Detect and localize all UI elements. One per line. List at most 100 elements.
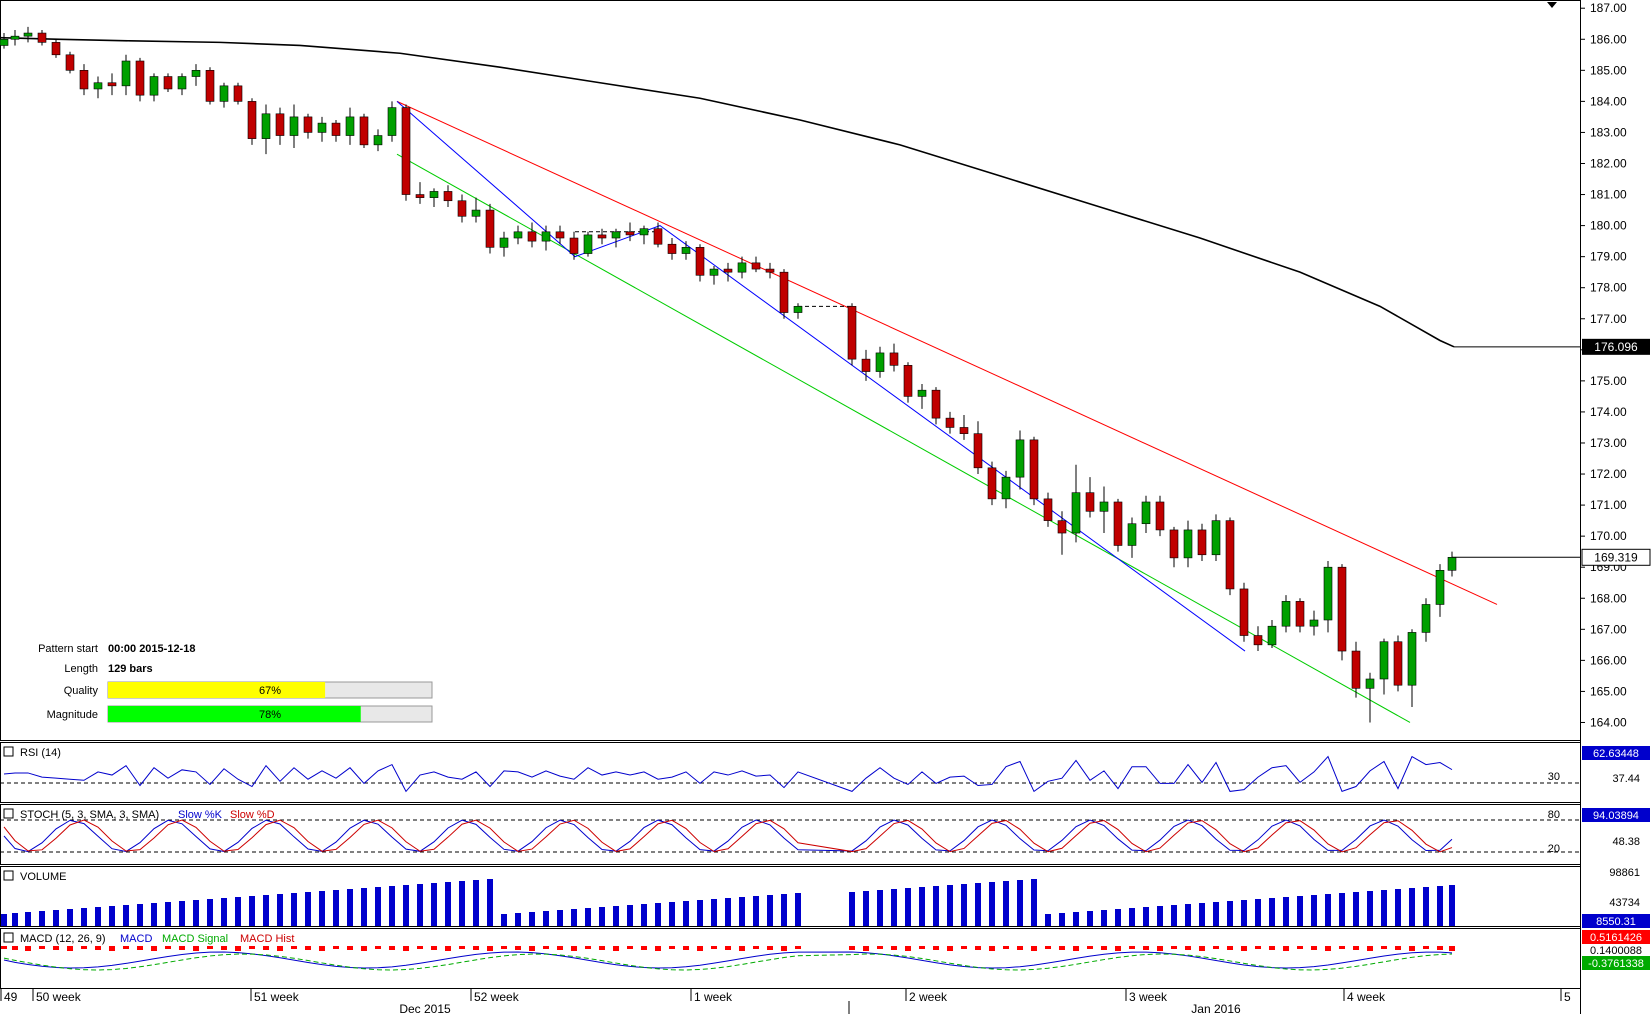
- scroll-down-icon[interactable]: [1547, 2, 1557, 8]
- macd-hist-bar: [1449, 946, 1455, 951]
- candle-down: [527, 231, 537, 242]
- channel-upper-line: [396, 100, 1498, 605]
- candle-up: [1365, 678, 1375, 689]
- volume-bar: [627, 905, 633, 926]
- volume-bar: [571, 909, 577, 926]
- volume-bar: [249, 896, 255, 926]
- volume-bar: [795, 893, 801, 926]
- volume-bar: [291, 893, 297, 926]
- macd-close-icon[interactable]: [3, 932, 14, 943]
- candle-up: [177, 76, 187, 90]
- candle-down: [1169, 529, 1179, 559]
- candle-down: [1085, 492, 1095, 512]
- volume-bar: [585, 908, 591, 926]
- volume-bar: [697, 900, 703, 926]
- stoch-d-line: [3, 819, 1453, 853]
- volume-bar: [67, 909, 73, 926]
- macd-hist-bar: [1073, 946, 1079, 951]
- volume-bar: [179, 901, 185, 926]
- macd-hist-bar: [1409, 946, 1415, 951]
- rsi-level-label: 30: [1548, 771, 1560, 783]
- macd-hist-bar: [305, 946, 311, 950]
- stoch-close-icon[interactable]: [3, 808, 14, 819]
- macd-hist-bar: [445, 946, 451, 951]
- price-tick-label: 184.00: [1590, 94, 1627, 108]
- rsi-line: [3, 755, 1453, 793]
- volume-bar: [165, 902, 171, 926]
- candle-down: [667, 243, 677, 254]
- macd-hist-bar: [669, 946, 675, 949]
- macd-hist-bar: [1185, 946, 1191, 950]
- candle-down: [233, 85, 243, 102]
- macd-hist-bar: [641, 946, 647, 950]
- volume-bar: [1297, 896, 1303, 926]
- candle-up: [1323, 566, 1333, 621]
- candle-down: [331, 122, 341, 136]
- macd-hist-bar: [179, 946, 185, 950]
- ma-value: 176.096: [1594, 340, 1638, 354]
- rsi-title: RSI (14): [20, 747, 61, 759]
- macd-hist-bar: [361, 946, 367, 951]
- candle-up: [681, 247, 691, 254]
- stoch-level-20: 20: [1548, 843, 1560, 855]
- volume-bar: [473, 880, 479, 926]
- volume-bar: [389, 886, 395, 926]
- macd-signal-value: 0.1400088: [1590, 945, 1642, 957]
- candle-down: [597, 234, 607, 239]
- volume-bar: [347, 889, 353, 926]
- macd-hist-bar: [947, 946, 953, 951]
- macd-hist-bar: [235, 946, 241, 951]
- volume-bar: [1017, 880, 1023, 926]
- macd-hist-bar: [291, 946, 297, 949]
- macd-hist-bar: [431, 946, 437, 950]
- volume-bar: [1227, 901, 1233, 926]
- macd-hist-bar: [39, 946, 45, 949]
- stoch-mid-label: 48.38: [1612, 836, 1640, 848]
- macd-hist-bar: [767, 946, 773, 950]
- candle-down: [65, 54, 75, 71]
- macd-hist-bar: [277, 946, 283, 951]
- volume-bar: [1, 914, 7, 926]
- rsi-close-icon[interactable]: [3, 746, 14, 757]
- volume-bar: [1269, 898, 1275, 926]
- time-tick-label: 4 week: [1347, 990, 1386, 1004]
- macd-hist-bar: [1171, 946, 1177, 949]
- volume-bar: [1129, 908, 1135, 926]
- volume-bar: [599, 907, 605, 926]
- time-tick-label: 52 week: [474, 990, 520, 1004]
- volume-bar: [849, 892, 855, 926]
- candle-down: [163, 76, 173, 90]
- candle-down: [625, 231, 635, 236]
- macd-hist-bar: [333, 946, 339, 949]
- volume-bar: [1325, 894, 1331, 926]
- candle-down: [1239, 588, 1249, 636]
- price-tick-label: 178.00: [1590, 281, 1627, 295]
- volume-close-icon[interactable]: [3, 870, 14, 881]
- price-tick-label: 174.00: [1590, 405, 1627, 419]
- macd-hist-bar: [319, 946, 325, 951]
- candle-down: [945, 417, 955, 428]
- price-axis: 164.00165.00166.00167.00168.00169.00170.…: [1580, 1, 1651, 729]
- macd-hist-bar: [95, 946, 101, 950]
- volume-bar: [109, 906, 115, 926]
- macd-hist-bar: [1283, 946, 1289, 951]
- macd-hist-bar: [375, 946, 381, 949]
- volume-bar: [905, 888, 911, 926]
- moving-average-line: [0, 36, 1455, 348]
- volume-bar: [1115, 909, 1121, 926]
- stoch-level-80: 80: [1548, 809, 1560, 821]
- time-tick-label: 5: [1564, 990, 1571, 1004]
- macd-hist-bar: [795, 946, 801, 949]
- macd-hist-bar: [109, 946, 115, 951]
- macd-hist-bar: [1213, 946, 1219, 949]
- price-tick-label: 165.00: [1590, 684, 1627, 698]
- candle-up: [219, 85, 229, 102]
- quality-bar-fill: [108, 682, 326, 698]
- price-tick-label: 171.00: [1590, 498, 1627, 512]
- volume-bar: [1031, 879, 1037, 926]
- candle-up: [513, 231, 523, 239]
- candle-up: [1071, 492, 1081, 534]
- candle-down: [303, 116, 313, 133]
- candle-up: [737, 262, 747, 273]
